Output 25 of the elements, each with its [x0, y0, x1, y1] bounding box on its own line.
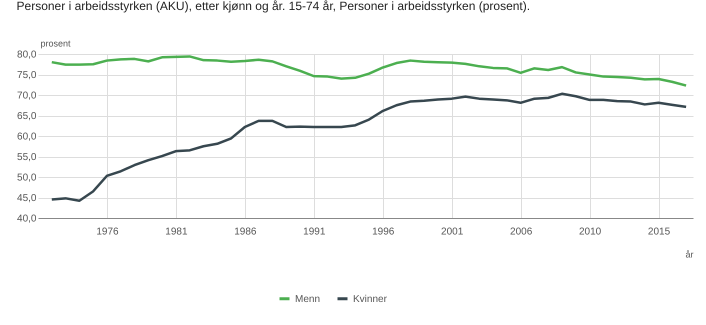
y-tick-label: 50,0 [17, 172, 37, 184]
y-tick-label: 65,0 [17, 111, 37, 122]
legend-label: Kvinner [353, 294, 388, 305]
x-tick-label: 1986 [234, 226, 257, 238]
y-tick-label: 70,0 [17, 90, 37, 102]
line-series [50, 92, 688, 202]
y-axis-title: prosent [40, 38, 72, 48]
x-tick-label: 1996 [372, 226, 395, 238]
x-axis-title: år [685, 250, 694, 260]
x-tick-label: 1981 [165, 226, 188, 238]
y-tick-label: 40,0 [17, 214, 37, 224]
x-tick-label: 2010 [578, 226, 602, 238]
y-tick-label: 45,0 [17, 193, 37, 204]
y-tick-label: 55,0 [17, 152, 37, 163]
y-tick-label: 80,0 [17, 50, 37, 60]
x-tick-label: 2015 [648, 226, 671, 238]
y-tick-label: 60,0 [17, 132, 37, 142]
x-tick-label: 2001 [441, 226, 464, 238]
x-tick-label: 1991 [303, 226, 326, 238]
y-tick-label: 75,0 [17, 70, 37, 81]
chart-title: Personer i arbeidsstyrken (AKU), etter kjønn og år. 15-74 år, Personer i arbeidsstyrken (prosent). [16, 0, 530, 13]
legend-label: Menn [295, 294, 320, 305]
line-series [50, 55, 688, 87]
x-tick-label: 2006 [510, 226, 533, 238]
x-tick-label: 1976 [96, 226, 120, 238]
